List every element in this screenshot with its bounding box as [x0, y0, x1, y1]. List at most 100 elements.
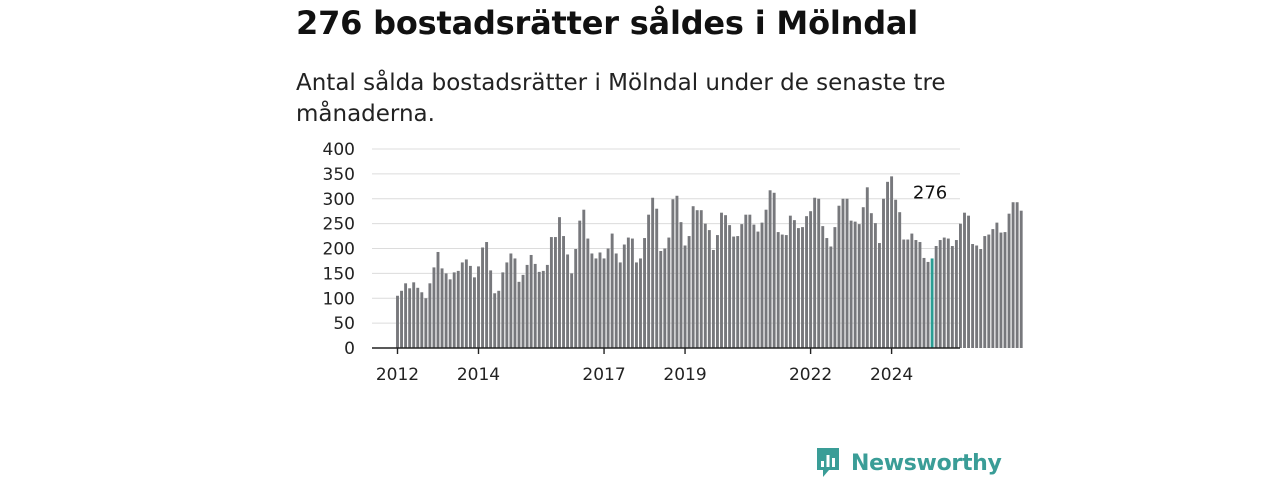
bar [473, 277, 476, 348]
bar [1019, 210, 1023, 348]
bar [780, 234, 784, 348]
bar [521, 274, 525, 348]
bar [813, 197, 817, 348]
bar [975, 245, 979, 348]
bar [963, 212, 966, 348]
bar [513, 258, 517, 348]
y-tick-label: 100 [323, 289, 355, 309]
bar [594, 258, 598, 348]
bar [865, 187, 869, 348]
bar [784, 235, 788, 348]
bar [788, 215, 792, 348]
bar [481, 247, 484, 348]
bar [805, 216, 808, 348]
bar [740, 224, 744, 348]
bar [541, 270, 545, 348]
bar [590, 253, 594, 348]
bar [497, 290, 501, 348]
bar [825, 238, 829, 348]
bar [768, 190, 772, 348]
highlight-value-label: 276 [913, 183, 947, 204]
bar [728, 225, 732, 348]
bar [991, 229, 995, 348]
bar [537, 271, 541, 348]
bar [549, 237, 553, 348]
bar [983, 236, 987, 348]
bar [420, 292, 424, 348]
bar [699, 210, 703, 348]
bar [914, 240, 918, 348]
bar [845, 198, 849, 348]
x-tick-label: 2019 [663, 365, 706, 385]
bar [671, 199, 675, 348]
bar [792, 220, 796, 348]
bar [902, 239, 906, 348]
bar [797, 228, 800, 348]
bar [833, 227, 837, 348]
bar [809, 211, 813, 348]
bar [817, 198, 821, 348]
bar [979, 249, 983, 348]
bar [679, 222, 683, 348]
bar [764, 209, 768, 348]
bar [630, 238, 634, 348]
bar [448, 279, 452, 348]
bar [485, 242, 489, 348]
bar [724, 215, 727, 348]
bar [869, 213, 873, 348]
bar [404, 283, 408, 348]
bar [663, 248, 667, 348]
bar [635, 262, 638, 348]
bar [562, 236, 565, 348]
bar [954, 240, 958, 348]
bar [578, 220, 582, 348]
newsworthy-logo: Newsworthy [815, 446, 1002, 480]
data-labels: 276 [913, 183, 947, 204]
bar [878, 243, 881, 348]
bar [501, 272, 505, 348]
bar [477, 266, 480, 348]
bar [489, 270, 493, 348]
bar [598, 252, 602, 348]
bar [703, 223, 707, 349]
bar [906, 239, 910, 348]
bar [882, 198, 885, 348]
bar [971, 244, 975, 348]
bar [614, 253, 618, 348]
y-tick-label: 300 [323, 190, 355, 210]
bar [849, 220, 853, 348]
bar [776, 232, 780, 348]
bar [1015, 202, 1019, 348]
bar [517, 281, 521, 348]
bar [857, 224, 861, 348]
bar [468, 265, 472, 348]
bar [582, 209, 586, 348]
bar [570, 273, 574, 349]
bar [950, 246, 954, 348]
bar [586, 238, 590, 348]
x-axis [372, 347, 960, 354]
bar [622, 244, 626, 348]
bar [647, 214, 651, 348]
y-tick-label: 50 [333, 314, 355, 334]
bar [436, 251, 440, 348]
bar [926, 261, 930, 348]
bar [720, 212, 723, 348]
y-tick-label: 250 [323, 215, 355, 235]
bar [1003, 232, 1007, 348]
x-tick-label: 2017 [582, 365, 625, 385]
bar [898, 212, 902, 348]
y-tick-label: 350 [323, 165, 355, 185]
bar [574, 249, 578, 348]
bar [667, 237, 671, 348]
bar [464, 259, 468, 348]
bar [655, 208, 659, 348]
bar [566, 254, 570, 348]
bar [934, 246, 938, 348]
bar [752, 224, 756, 348]
bar [910, 233, 914, 348]
bar [801, 227, 804, 348]
bar [829, 246, 833, 348]
bar [772, 192, 776, 348]
bar [456, 270, 460, 348]
